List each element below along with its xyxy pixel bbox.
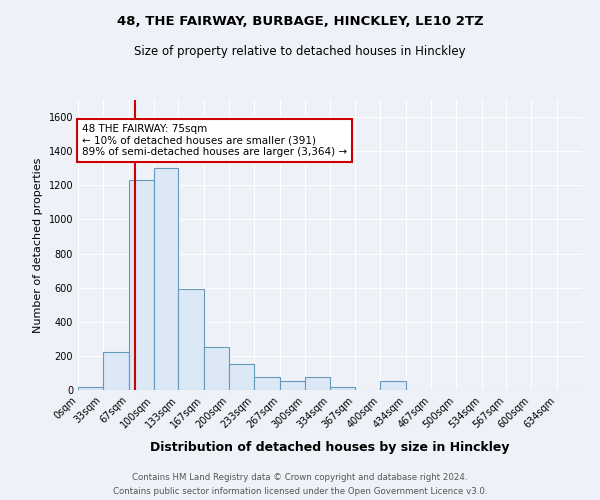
X-axis label: Distribution of detached houses by size in Hinckley: Distribution of detached houses by size … bbox=[150, 441, 510, 454]
Bar bbox=[280, 382, 305, 390]
Bar bbox=[331, 386, 355, 390]
Bar bbox=[178, 290, 204, 390]
Text: Contains public sector information licensed under the Open Government Licence v3: Contains public sector information licen… bbox=[113, 488, 487, 496]
Bar bbox=[103, 352, 128, 390]
Bar bbox=[229, 364, 254, 390]
Bar bbox=[154, 168, 178, 390]
Bar bbox=[128, 180, 154, 390]
Bar bbox=[254, 377, 280, 390]
Text: 48 THE FAIRWAY: 75sqm
← 10% of detached houses are smaller (391)
89% of semi-det: 48 THE FAIRWAY: 75sqm ← 10% of detached … bbox=[82, 124, 347, 157]
Text: Size of property relative to detached houses in Hinckley: Size of property relative to detached ho… bbox=[134, 45, 466, 58]
Text: 48, THE FAIRWAY, BURBAGE, HINCKLEY, LE10 2TZ: 48, THE FAIRWAY, BURBAGE, HINCKLEY, LE10… bbox=[116, 15, 484, 28]
Bar bbox=[78, 386, 103, 390]
Text: Contains HM Land Registry data © Crown copyright and database right 2024.: Contains HM Land Registry data © Crown c… bbox=[132, 472, 468, 482]
Bar bbox=[204, 348, 229, 390]
Bar bbox=[380, 382, 406, 390]
Y-axis label: Number of detached properties: Number of detached properties bbox=[33, 158, 43, 332]
Bar bbox=[305, 377, 331, 390]
